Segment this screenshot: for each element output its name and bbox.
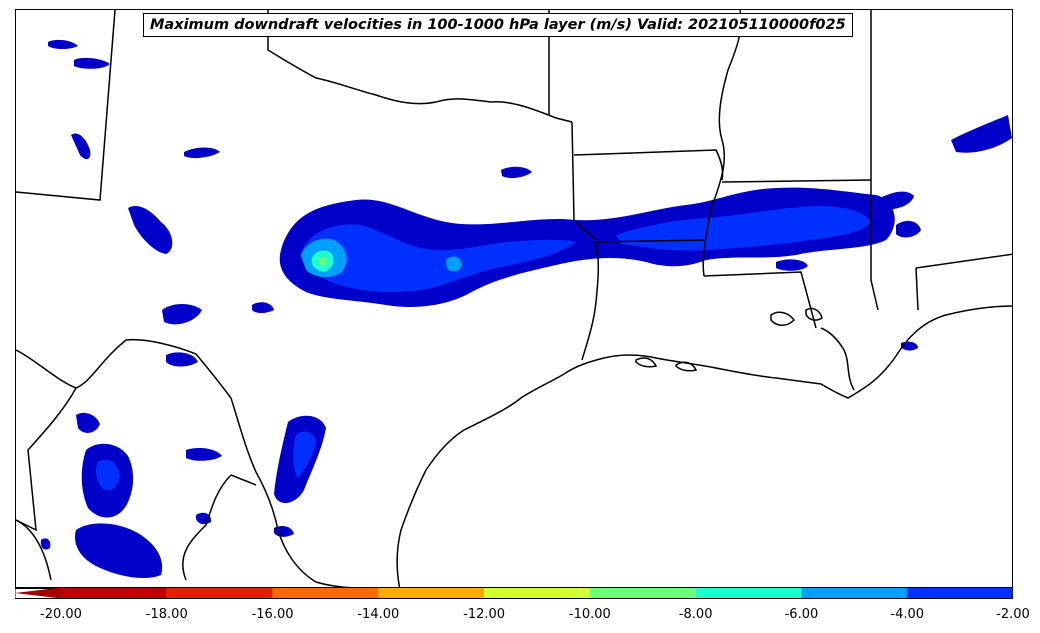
colorbar-bin-6 — [695, 587, 802, 599]
downdraft-cell-mx-1-core — [95, 459, 120, 491]
downdraft-cell-nm-3 — [74, 57, 110, 69]
colorbar-tick-label: -4.00 — [890, 607, 925, 622]
map-panel — [15, 9, 1013, 589]
colorbar — [15, 587, 1013, 599]
downdraft-cell-mx-2 — [74, 523, 163, 579]
downdraft-cell-nm-2 — [71, 133, 91, 160]
colorbar-bin-7 — [801, 587, 908, 599]
colorbar-bins — [15, 587, 1013, 599]
boundary-mx-2 — [16, 519, 52, 581]
coastline-ms-sound — [820, 327, 855, 391]
downdraft-cells-east — [876, 191, 914, 210]
colorbar-frame — [15, 587, 1013, 599]
downdraft-cell-tx-2 — [166, 352, 198, 367]
colorbar-tick-label: -2.00 — [996, 607, 1030, 622]
downdraft-cells-al — [896, 220, 921, 238]
downdraft-band-core-east — [616, 206, 871, 251]
downdraft-cell-bigbend-core — [293, 431, 316, 478]
downdraft-cell-nw-1 — [48, 39, 78, 49]
boundary-mx-1 — [16, 387, 77, 532]
colorbar-bin-2 — [272, 587, 379, 599]
colorbar-tick-label: -6.00 — [784, 607, 819, 622]
downdraft-cell-tx-4 — [184, 147, 220, 159]
map-canvas — [16, 10, 1012, 588]
boundary-ms-al — [870, 10, 879, 311]
downdraft-cell-tx-1 — [162, 304, 202, 325]
boundary-mississippi — [702, 10, 742, 277]
colorbar-bin-4 — [484, 587, 590, 599]
colorbar-bin-3 — [378, 587, 485, 599]
boundary-mx-4 — [230, 474, 257, 486]
downdraft-cell-mx-7 — [40, 538, 51, 550]
boundary-ok-ar — [571, 121, 597, 241]
boundary-ms-tn — [721, 179, 872, 183]
colorbar-extend-min — [15, 587, 61, 599]
boundary-mo-ar — [573, 149, 724, 181]
colorbar-bin-8 — [907, 587, 1013, 599]
coastline-gulf — [396, 305, 1012, 588]
boundary-tx-la — [581, 241, 600, 361]
downdraft-cell-ms — [776, 259, 808, 271]
coastline-la-marsh — [635, 307, 823, 372]
downdraft-cell-ok — [501, 166, 532, 179]
colorbar-tick-label: -18.00 — [145, 607, 188, 622]
boundary-ok-ks — [267, 10, 573, 123]
colorbar-tick-label: -20.00 — [40, 607, 82, 622]
colorbar-tick-label: -8.00 — [678, 607, 713, 622]
boundary-nm-co — [16, 10, 116, 201]
downdraft-contours — [40, 39, 1012, 579]
colorbar-tick-label: -14.00 — [357, 607, 400, 622]
boundary-la-ar — [595, 239, 705, 243]
downdraft-cell-nm-1 — [128, 205, 173, 254]
state-boundaries — [16, 10, 1012, 588]
boundary-mx-3 — [182, 474, 232, 581]
colorbar-bin-0 — [61, 587, 167, 599]
colorbar-tick-label: -16.00 — [251, 607, 294, 622]
boundary-ga-al — [915, 267, 919, 311]
colorbar-bin-1 — [166, 587, 273, 599]
boundary-al-fl — [915, 253, 1012, 269]
downdraft-cells-ne — [951, 115, 1012, 153]
colorbar-tick-label: -12.00 — [463, 607, 506, 622]
colorbar-bin-5 — [589, 587, 696, 599]
boundary-la-ms-south — [703, 271, 817, 329]
boundary-tx-nm-south — [16, 338, 232, 399]
downdraft-cell-mx-4 — [186, 448, 222, 461]
downdraft-cell-mx-3 — [76, 412, 100, 433]
map-title: Maximum downdraft velocities in 100-1000… — [143, 13, 853, 37]
downdraft-band-core — [300, 224, 576, 292]
downdraft-strong-cell-2 — [446, 256, 462, 272]
colorbar-tick-label: -10.00 — [568, 607, 611, 622]
downdraft-strongest-cell — [318, 257, 328, 267]
boundary-rio-grande — [230, 397, 366, 588]
downdraft-cell-tx-3 — [252, 302, 274, 313]
